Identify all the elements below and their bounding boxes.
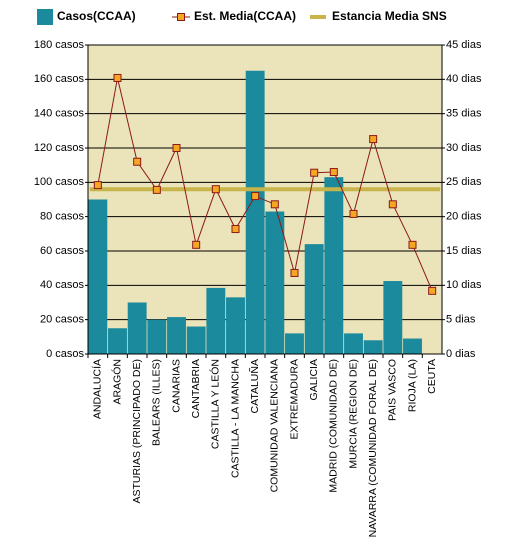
- bar: [403, 338, 422, 354]
- y2-tick-label: 15 dias: [446, 245, 482, 257]
- bar: [206, 287, 226, 354]
- y-tick-label: 20 casos: [40, 314, 85, 326]
- legend-label: Est. Media(CCAA): [194, 9, 296, 23]
- y2-tick-label: 0 dias: [446, 348, 476, 360]
- y2-tick-label: 45 dias: [446, 39, 482, 51]
- bar: [304, 244, 324, 354]
- line-marker: [349, 209, 358, 218]
- x-tick-label: GALICIA: [308, 359, 320, 400]
- plot-background: [88, 45, 442, 354]
- legend-swatch: [37, 9, 53, 25]
- y-tick-label: 0 casos: [46, 348, 84, 360]
- line-marker: [152, 185, 161, 194]
- bar: [383, 281, 403, 354]
- line-marker: [172, 144, 181, 152]
- bar: [167, 317, 186, 354]
- bar: [88, 199, 108, 354]
- y2-tick-label: 40 dias: [446, 73, 482, 85]
- line-marker: [369, 135, 378, 144]
- x-tick-label: PAIS VASCO: [387, 359, 399, 421]
- line: [97, 77, 433, 292]
- y-tick-label: 120 casos: [34, 142, 85, 154]
- x-tick-label: NAVARRA (COMUNIDAD FORAL DE): [367, 359, 379, 537]
- line-marker: [329, 168, 338, 177]
- legend-label: Estancia Media SNS: [332, 9, 447, 23]
- line-marker: [133, 157, 142, 166]
- bar: [147, 319, 167, 354]
- y2-tick-label: 35 dias: [446, 108, 482, 120]
- bar: [245, 70, 265, 354]
- bar: [344, 333, 363, 354]
- line-marker: [251, 192, 260, 201]
- x-tick-label: MURCIA (REGION DE): [347, 359, 359, 469]
- y-tick-label: 100 casos: [34, 176, 85, 188]
- line-marker: [211, 185, 220, 194]
- y2-tick-label: 30 dias: [446, 142, 482, 154]
- y2-tick-label: 20 dias: [446, 211, 482, 223]
- bar: [265, 211, 285, 354]
- line-marker: [231, 225, 240, 234]
- bar: [108, 328, 127, 354]
- x-tick-label: RIOJA (LA): [406, 359, 418, 412]
- y-tick-label: 60 casos: [40, 245, 85, 257]
- bar: [285, 333, 304, 354]
- y-tick-label: 40 casos: [40, 279, 85, 291]
- legend: Casos(CCAA) Est. Media(CCAA) Estancia Medi…: [37, 9, 447, 25]
- x-tick-label: CASTILLA - LA MANCHA: [229, 359, 241, 478]
- x-tick-label: CASTILLA Y LEÓN: [209, 359, 222, 449]
- line-marker: [408, 240, 417, 249]
- bar: [226, 297, 245, 354]
- y2-tick-label: 5 dias: [446, 314, 476, 326]
- bar: [363, 340, 383, 354]
- y2-tick-label: 25 dias: [446, 176, 482, 188]
- line-marker: [388, 200, 397, 209]
- bar: [127, 302, 147, 354]
- x-tick-label: EXTREMADURA: [288, 359, 300, 440]
- x-tick-label: ARAGÓN: [110, 359, 123, 405]
- x-tick-label: CATALUÑA: [248, 359, 261, 413]
- bar: [324, 177, 344, 354]
- y-tick-label: 80 casos: [40, 211, 85, 223]
- legend-swatch: [177, 13, 185, 21]
- bar: [186, 326, 206, 354]
- x-tick-label: ASTURIAS (PRINCIPADO DE): [131, 359, 143, 504]
- x-tick-label: COMUNIDAD VALENCIANA: [269, 359, 281, 492]
- x-tick-label: BALEARS (ILLES): [151, 359, 163, 446]
- line-marker: [113, 73, 122, 82]
- x-tick-label: MADRID (COMUNIDAD DE): [328, 359, 340, 493]
- y-tick-label: 180 casos: [34, 39, 85, 51]
- x-tick-label: CANARIAS: [170, 359, 182, 413]
- line-marker: [192, 240, 201, 249]
- line-marker: [310, 168, 319, 177]
- x-tick-label: ANDALUCÍA: [91, 359, 104, 419]
- legend-label: Casos(CCAA): [57, 9, 136, 23]
- y-tick-label: 140 casos: [34, 108, 85, 120]
- line-marker: [428, 286, 437, 295]
- x-tick-label: CANTABRIA: [190, 359, 202, 418]
- y-tick-label: 160 casos: [34, 73, 85, 85]
- line-marker: [290, 268, 299, 277]
- line-marker: [93, 181, 102, 190]
- x-tick-label: CEUTA: [426, 359, 438, 394]
- line-marker: [270, 200, 279, 209]
- y2-tick-label: 10 dias: [446, 279, 482, 291]
